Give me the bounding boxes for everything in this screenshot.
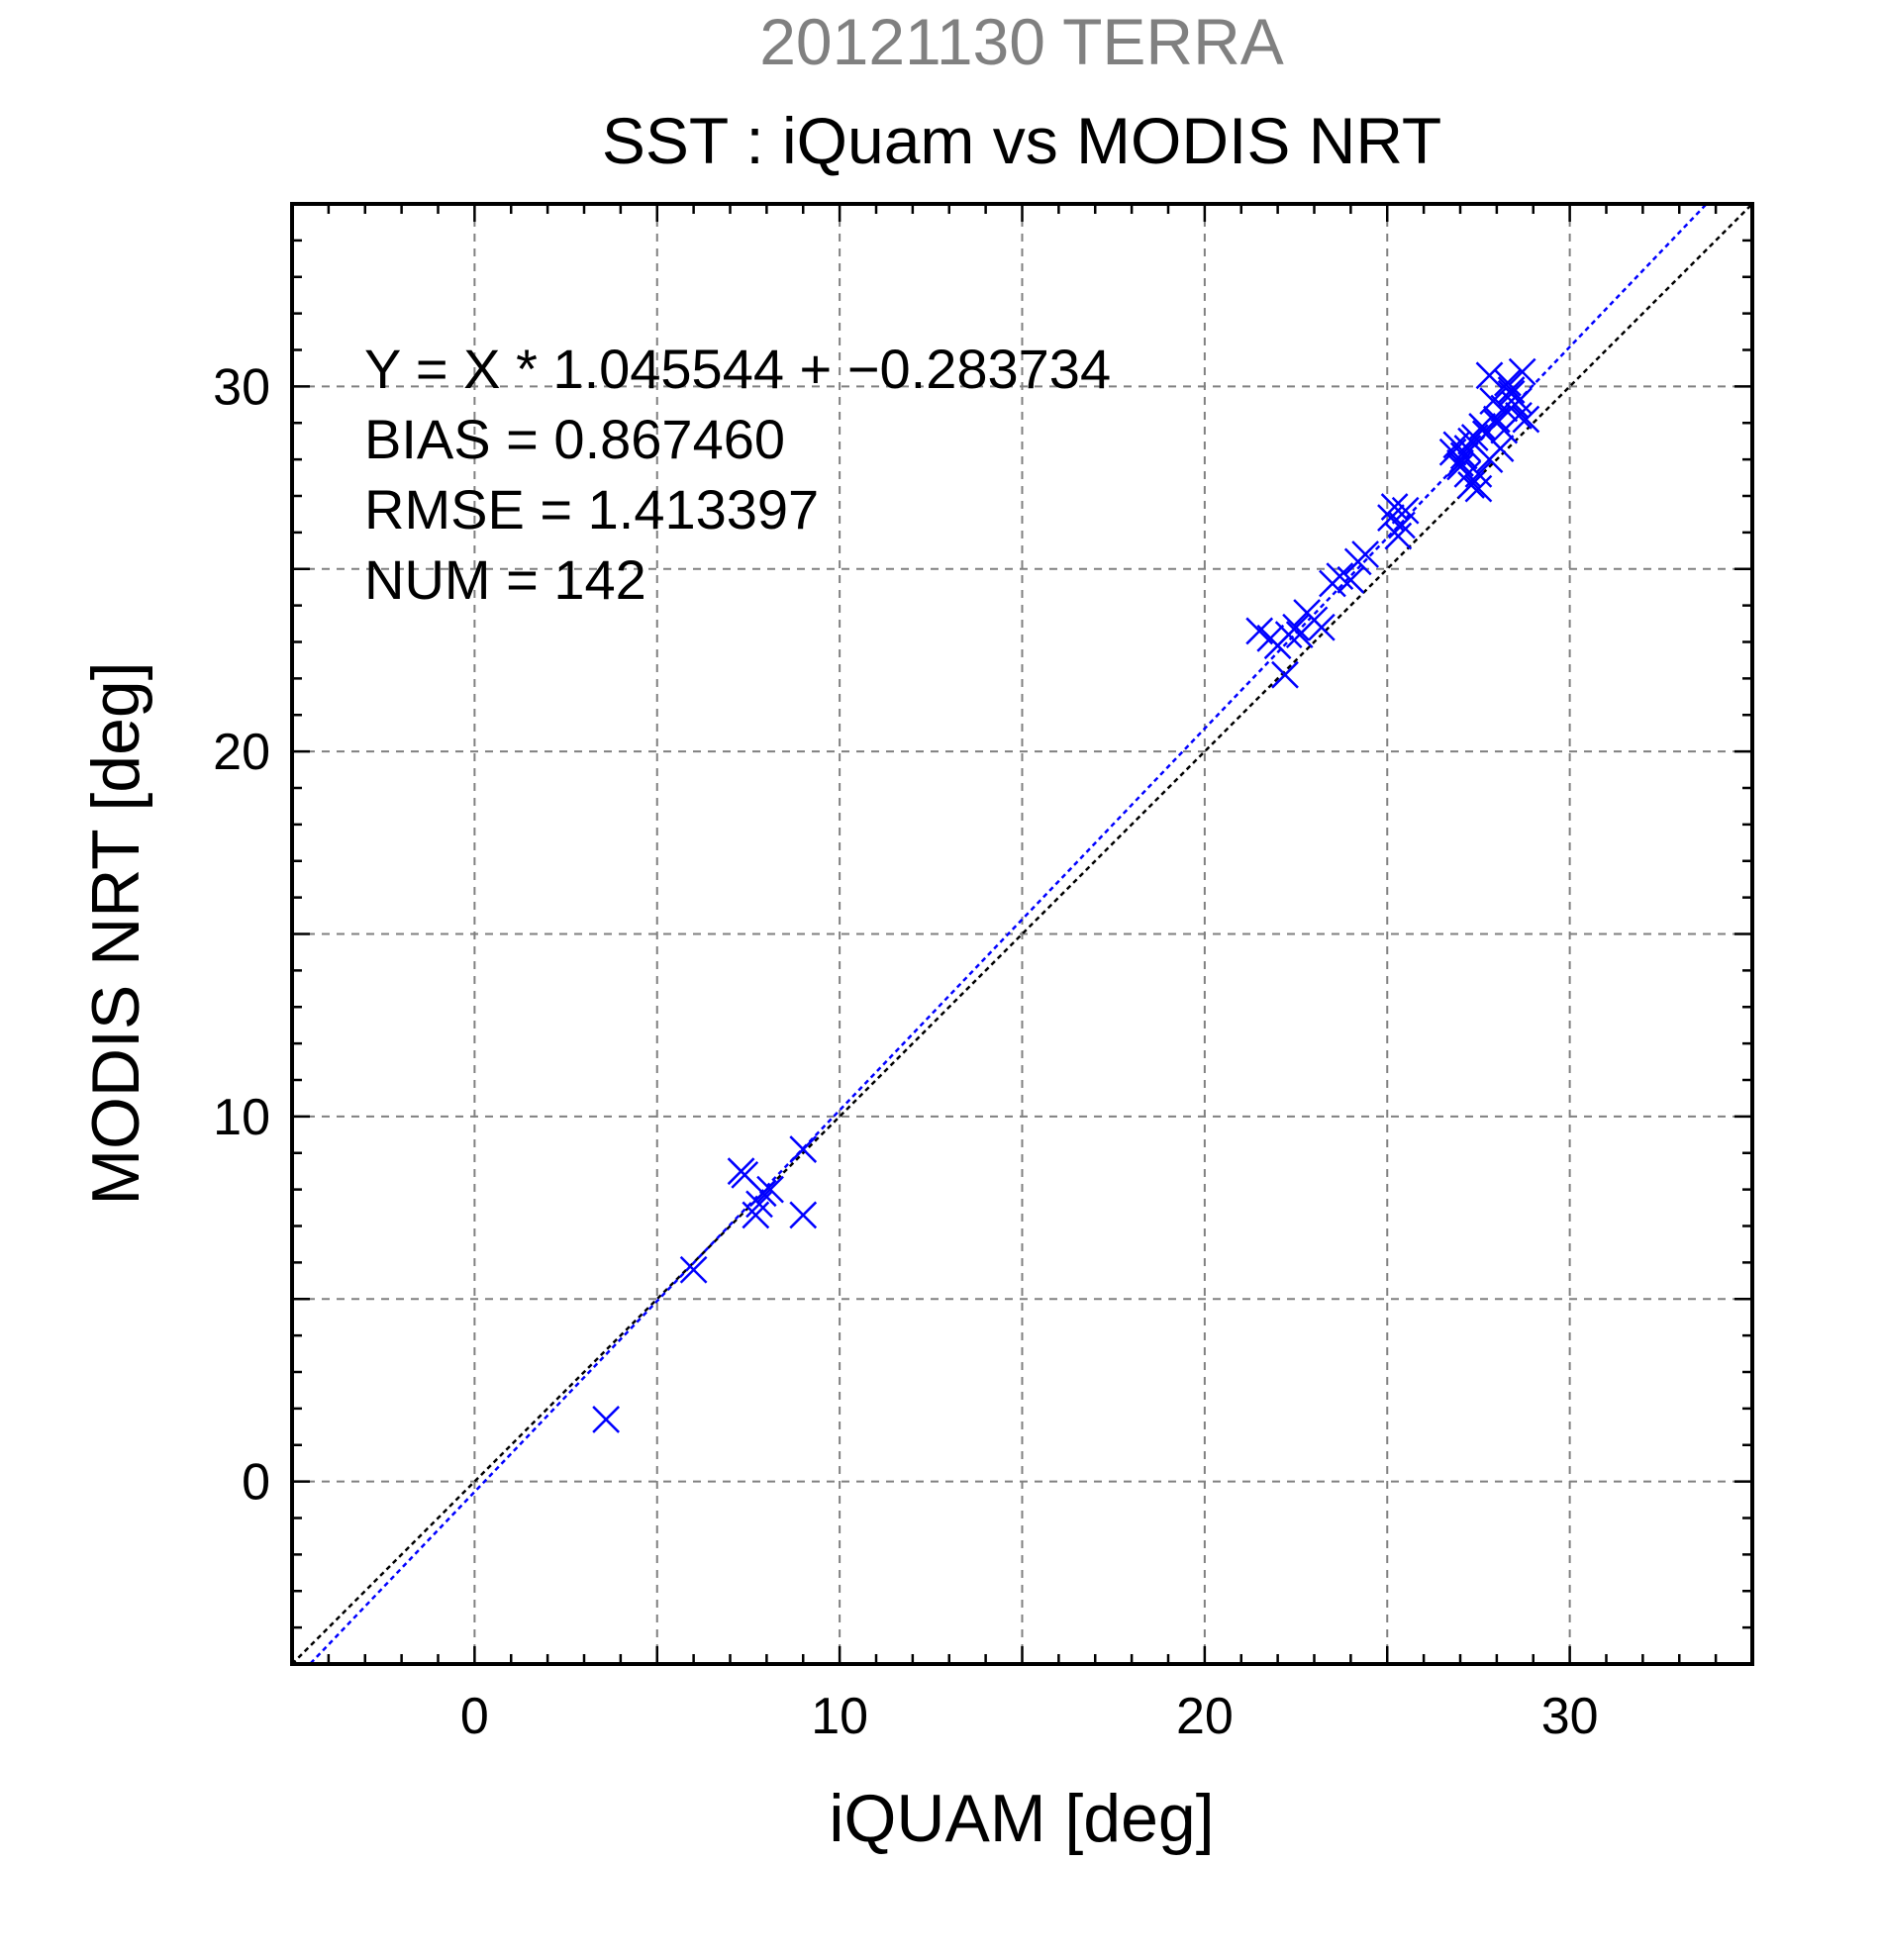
data-point-stroke <box>1282 613 1310 641</box>
y-tick-label: 30 <box>213 358 270 416</box>
data-point-stroke <box>1508 357 1536 386</box>
reference-lines <box>292 204 1752 1664</box>
data-point-stroke <box>756 1175 784 1204</box>
data-point-stroke <box>1336 565 1365 594</box>
data-point <box>1464 459 1493 488</box>
data-point <box>1490 394 1519 423</box>
y-tick-label: 0 <box>242 1454 270 1512</box>
data-point <box>756 1175 784 1204</box>
data-point-stroke <box>745 1190 773 1219</box>
data-point-stroke <box>1453 435 1482 462</box>
bias-value: BIAS = 0.867460 <box>364 408 785 470</box>
y-tick-label: 20 <box>213 724 270 781</box>
data-point-stroke <box>1505 387 1533 416</box>
data-point-stroke <box>592 1406 621 1433</box>
x-tick-label: 30 <box>1541 1688 1599 1745</box>
stats-annotation: Y = X * 1.045544 + −0.283734 BIAS = 0.86… <box>364 338 1111 611</box>
regression-line <box>308 204 1709 1664</box>
data-point <box>1391 496 1420 525</box>
data-point <box>679 1255 708 1284</box>
data-point <box>1380 493 1409 521</box>
data-point-stroke <box>789 1201 818 1229</box>
data-point <box>1453 435 1482 462</box>
data-point <box>1326 562 1354 591</box>
plot-frame <box>290 202 1754 1666</box>
data-point-stroke <box>1494 368 1522 397</box>
chart-supertitle: 20121130 TERRA <box>759 5 1284 78</box>
data-point <box>1494 368 1522 397</box>
data-point-stroke <box>1307 613 1336 641</box>
data-point-stroke <box>1384 522 1413 550</box>
data-point <box>1446 452 1474 481</box>
data-point-stroke <box>1380 493 1409 521</box>
x-tick-label: 20 <box>1176 1688 1234 1745</box>
data-point-stroke <box>1351 540 1380 568</box>
data-point <box>789 1201 818 1229</box>
data-point-stroke <box>789 1135 818 1163</box>
data-point-stroke <box>1391 496 1420 525</box>
data-point-stroke <box>1497 376 1526 404</box>
y-tick-label: 10 <box>213 1089 270 1146</box>
data-point <box>742 1201 770 1229</box>
data-point-stroke <box>1490 416 1519 444</box>
rmse-value: RMSE = 1.413397 <box>364 478 819 540</box>
data-point <box>745 1190 773 1219</box>
data-point-stroke <box>679 1255 708 1284</box>
data-point-stroke <box>1446 448 1474 477</box>
x-tick-label: 10 <box>811 1688 868 1745</box>
data-point <box>1449 441 1478 470</box>
data-point <box>789 1135 818 1163</box>
data-point-stroke <box>1475 361 1504 390</box>
y-tick-labels: 0 10 20 30 <box>213 358 270 1511</box>
data-point <box>1336 565 1365 594</box>
data-point-stroke <box>1449 441 1478 470</box>
data-point <box>1351 540 1380 568</box>
data-point <box>1475 445 1504 474</box>
data-point-stroke <box>1271 660 1299 689</box>
identity-line <box>292 204 1752 1664</box>
fit-equation: Y = X * 1.045544 + −0.283734 <box>364 338 1111 400</box>
data-point <box>1490 416 1519 444</box>
x-tick-labels: 0 10 20 30 <box>460 1688 1599 1745</box>
grid-lines <box>292 204 1752 1664</box>
data-point <box>1464 474 1493 503</box>
data-point-stroke <box>1475 445 1504 474</box>
data-point <box>1475 361 1504 390</box>
data-point-stroke <box>1377 504 1405 533</box>
data-point <box>1307 613 1336 641</box>
data-point <box>1282 613 1310 641</box>
data-point <box>1505 387 1533 416</box>
data-point <box>592 1406 621 1433</box>
chart-title: SST : iQuam vs MODIS NRT <box>602 104 1441 177</box>
data-point-stroke <box>1326 562 1354 591</box>
data-point-stroke <box>1245 617 1274 645</box>
y-axis-label: MODIS NRT [deg] <box>78 661 153 1205</box>
data-point-stroke <box>742 1201 770 1229</box>
data-point <box>1508 357 1536 386</box>
x-axis-label: iQUAM [deg] <box>829 1781 1214 1856</box>
data-point-stroke <box>1512 405 1540 434</box>
data-point-stroke <box>731 1160 759 1189</box>
data-point <box>1512 405 1540 434</box>
x-tick-label: 0 <box>460 1688 489 1745</box>
data-point <box>748 1179 777 1208</box>
data-point-stroke <box>1464 474 1493 503</box>
data-point-stroke <box>1446 452 1474 481</box>
num-value: NUM = 142 <box>364 548 646 611</box>
data-point-stroke <box>748 1179 777 1208</box>
data-point <box>1384 522 1413 550</box>
data-point-stroke <box>1457 427 1485 455</box>
data-points <box>592 357 1540 1433</box>
data-point <box>1271 660 1299 689</box>
data-point-stroke <box>1490 394 1519 423</box>
data-point-stroke <box>1464 459 1493 488</box>
